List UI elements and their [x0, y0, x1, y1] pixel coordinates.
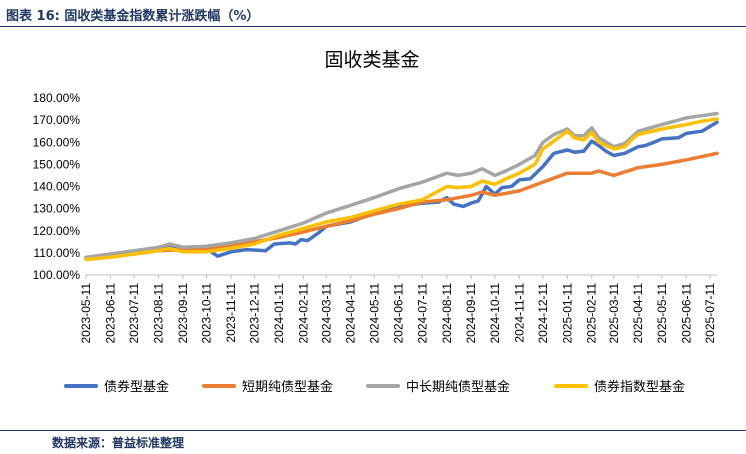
- x-tick-label: 2024-11-11: [512, 283, 526, 343]
- figure-title: 图表 16: 固收类基金指数累计涨跌幅（%）: [6, 9, 260, 24]
- axes: 100.00% 110.00% 120.00% 130.00% 140.00% 150.0…: [33, 91, 717, 344]
- legend-label-4: 债券指数型基金: [594, 379, 685, 395]
- x-tick-label: 2024-05-11: [367, 283, 381, 344]
- x-tick-label: 2025-05-11: [655, 283, 669, 344]
- series-layer: [84, 111, 719, 262]
- x-tick-label: 2025-01-11: [560, 283, 574, 344]
- x-tick-label: 2025-04-11: [631, 283, 645, 344]
- x-tick-label: 2024-01-11: [272, 283, 286, 344]
- y-tick-label: 120.00%: [33, 224, 81, 238]
- line-chart: 固收类基金 100.00% 110.00% 120.00% 130.00% 140.00…: [33, 49, 719, 395]
- x-tick-label: 2023-06-11: [103, 283, 117, 344]
- x-tick-label: 2024-09-11: [464, 283, 478, 344]
- x-tick-label: 2024-08-11: [440, 283, 454, 344]
- y-tick-label: 140.00%: [33, 180, 81, 194]
- data-source-note: 数据来源：普益标准整理: [52, 436, 185, 450]
- x-tick-label: 2023-05-11: [79, 283, 93, 344]
- series-line-3: [84, 111, 719, 260]
- x-tick-label: 2024-07-11: [415, 283, 429, 344]
- legend-label-3: 中长期纯债型基金: [406, 379, 510, 395]
- y-tick-label: 110.00%: [34, 246, 81, 260]
- y-tick-label: 100.00%: [33, 268, 81, 282]
- x-tick-label: 2024-02-11: [296, 283, 310, 344]
- x-tick-label: 2023-08-11: [151, 283, 165, 344]
- x-tick-label: 2024-12-11: [536, 283, 550, 344]
- y-tick-label: 170.00%: [33, 113, 81, 127]
- x-tick-label: 2024-03-11: [319, 283, 333, 344]
- series-line-2: [84, 151, 719, 261]
- y-tick-label: 130.00%: [33, 202, 81, 216]
- series-line-1: [84, 120, 719, 261]
- x-tick-label: 2023-12-11: [248, 283, 262, 344]
- x-tick-label: 2025-03-11: [607, 283, 621, 344]
- x-tick-label: 2025-06-11: [679, 283, 693, 344]
- x-tick-label: 2025-02-11: [585, 283, 599, 344]
- top-divider: [0, 26, 746, 27]
- x-tick-label: 2023-09-11: [176, 283, 190, 344]
- y-tick-label: 150.00%: [33, 157, 81, 171]
- legend: 债券型基金 短期纯债型基金 中长期纯债型基金 债券指数型基金: [64, 379, 685, 395]
- y-tick-label: 180.00%: [33, 91, 81, 105]
- legend-label-2: 短期纯债型基金: [242, 379, 333, 395]
- series-line-4: [84, 117, 719, 262]
- x-tick-label: 2023-07-11: [127, 283, 141, 344]
- bottom-divider: [0, 430, 746, 431]
- x-tick-label: 2024-06-11: [392, 283, 406, 344]
- x-tick-label: 2023-11-11: [224, 283, 238, 343]
- x-tick-label: 2024-04-11: [344, 283, 358, 344]
- x-tick-label: 2023-10-11: [200, 283, 214, 344]
- y-tick-label: 160.00%: [33, 135, 81, 149]
- legend-label-1: 债券型基金: [104, 379, 169, 395]
- chart-title: 固收类基金: [324, 49, 419, 71]
- x-tick-label: 2025-07-11: [703, 283, 717, 344]
- x-tick-label: 2024-10-11: [488, 283, 502, 344]
